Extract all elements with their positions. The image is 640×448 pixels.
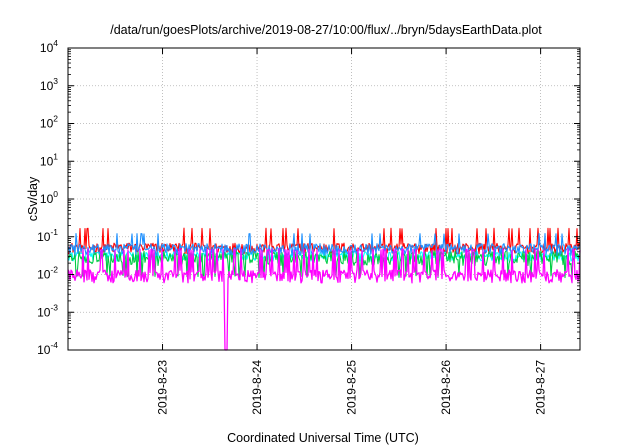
x-axis: 2019-8-23 2019-8-24 2019-8-25 2019-8-26 2019… [156,48,548,415]
y-tick-label: 10-1 [37,227,58,244]
grid [68,48,580,350]
y-tick-label: 104 [40,38,58,55]
y-tick-label: 102 [40,114,58,131]
y-tick-label: 10-3 [37,302,58,319]
series-line [67,227,581,255]
y-tick-label: 101 [40,151,58,168]
y-tick-label: 10-2 [37,265,58,282]
y-axis-label: cSv/day [26,176,40,221]
x-axis-label: Coordinated Universal Time (UTC) [227,431,419,445]
y-axis: 104 103 102 101 100 10-1 10-2 10-3 10-4 [37,38,580,357]
x-tick-label: 2019-8-23 [156,360,170,415]
y-tick-label: 100 [40,189,58,206]
y-tick-label: 10-4 [37,340,58,357]
y-tick-label: 103 [40,76,58,93]
series-layer [67,227,581,351]
x-tick-label: 2019-8-24 [250,360,264,415]
chart-title: /data/run/goesPlots/archive/2019-08-27/1… [110,23,542,37]
series-line [67,248,581,351]
x-tick-label: 2019-8-26 [439,360,453,415]
x-tick-label: 2019-8-25 [345,360,359,415]
x-tick-label: 2019-8-27 [534,360,548,415]
